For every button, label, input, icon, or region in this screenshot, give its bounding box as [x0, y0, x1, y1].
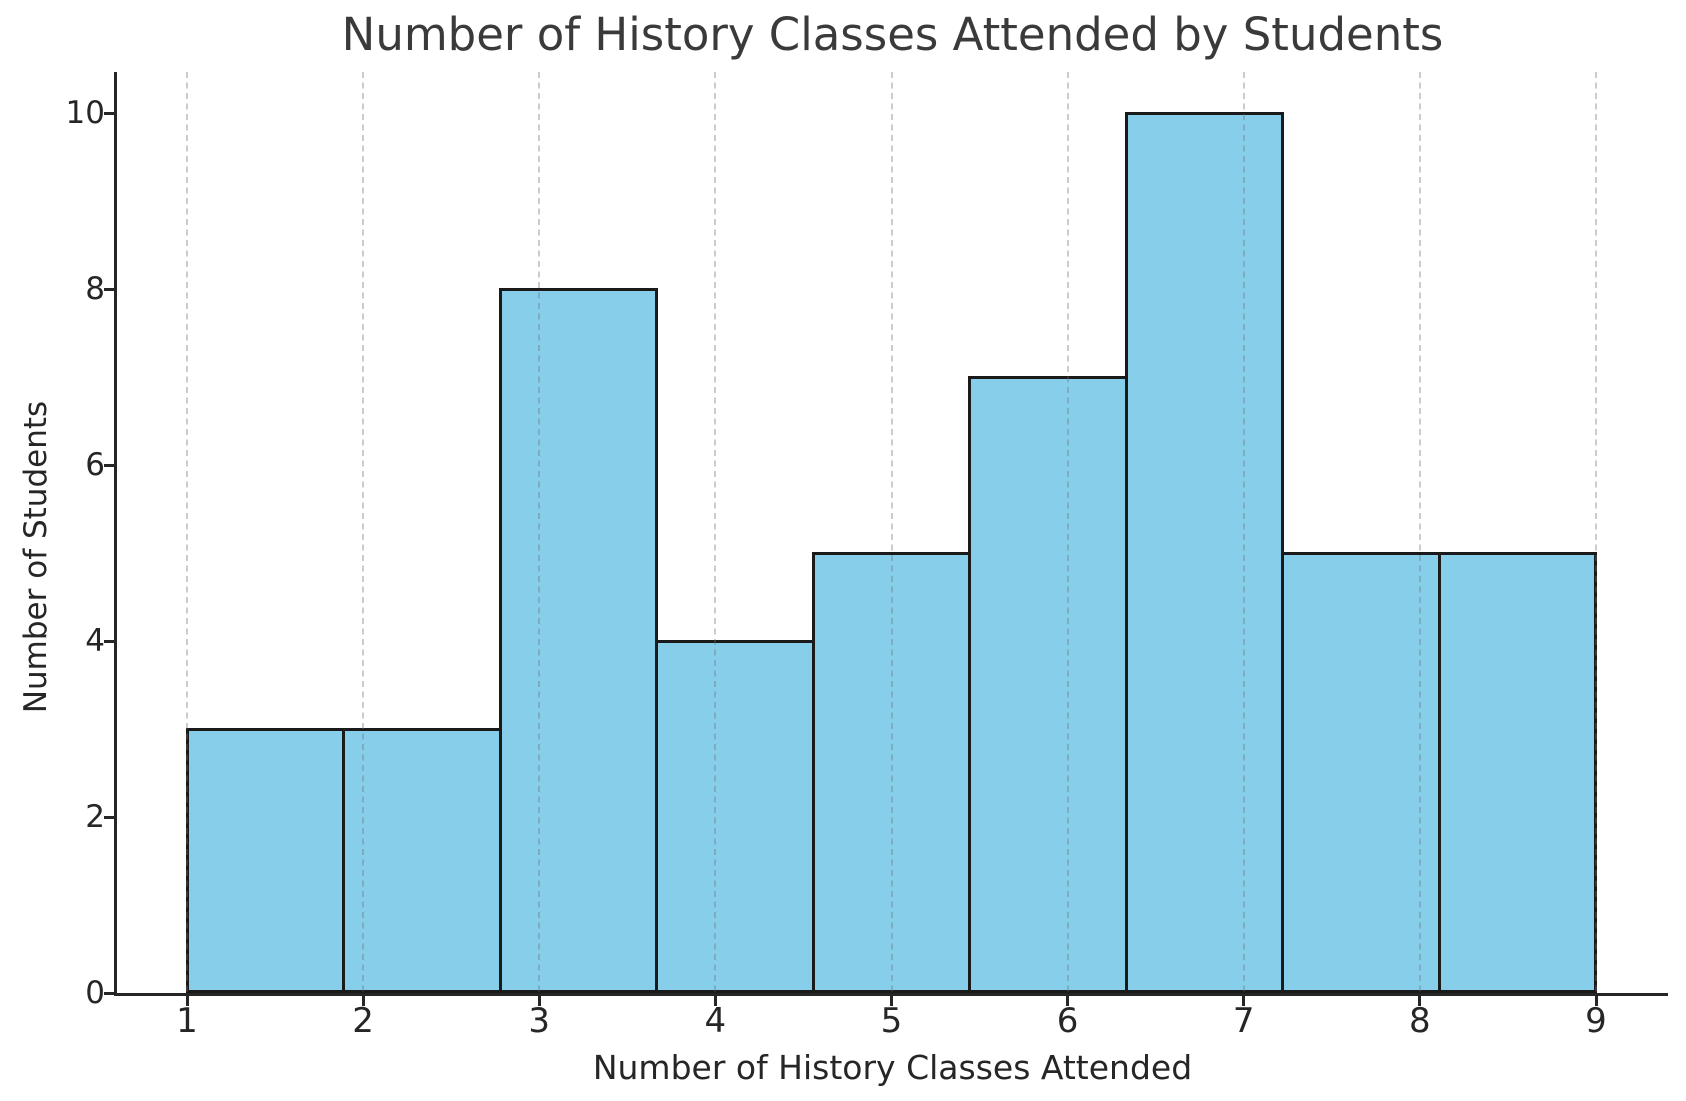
- x-tick-label: 1: [176, 1001, 198, 1041]
- x-tick-label: 9: [1585, 1001, 1607, 1041]
- x-tick-mark: [1066, 996, 1070, 1006]
- y-tick-label: 10: [65, 95, 105, 131]
- x-tick-label: 3: [528, 1001, 551, 1041]
- chart-title: Number of History Classes Attended by St…: [341, 8, 1444, 61]
- histogram-bar: [1281, 551, 1441, 993]
- x-tick-mark: [1242, 996, 1246, 1006]
- x-tick-label: 7: [1232, 1001, 1255, 1041]
- x-axis-spine: [114, 993, 1668, 996]
- x-tick-label: 4: [704, 1001, 727, 1041]
- y-tick-mark: [104, 111, 114, 115]
- x-tick-mark: [185, 996, 189, 1006]
- y-tick-label: 2: [85, 799, 105, 835]
- vertical-gridline: [890, 72, 893, 993]
- vertical-gridline: [1418, 72, 1421, 993]
- x-axis-label: Number of History Classes Attended: [592, 1048, 1193, 1087]
- y-tick-label: 4: [85, 623, 105, 659]
- y-tick-label: 8: [85, 271, 105, 307]
- x-tick-mark: [537, 996, 541, 1006]
- vertical-gridline: [186, 72, 188, 993]
- histogram-bar: [1437, 551, 1598, 993]
- x-tick-mark: [1594, 996, 1598, 1006]
- x-tick-label: 6: [1056, 1001, 1079, 1041]
- vertical-gridline: [1066, 72, 1069, 993]
- y-tick-mark: [104, 991, 114, 995]
- vertical-gridline: [1595, 72, 1597, 993]
- histogram-bar: [498, 287, 659, 993]
- y-tick-mark: [104, 815, 114, 819]
- vertical-gridline: [1242, 72, 1245, 993]
- x-tick-label: 8: [1409, 1001, 1431, 1041]
- x-tick-label: 5: [880, 1001, 903, 1041]
- y-axis-label: Number of Students: [18, 400, 54, 714]
- x-tick-mark: [890, 996, 893, 1006]
- histogram-bar: [655, 639, 815, 993]
- y-tick-mark: [104, 287, 114, 291]
- y-tick-label: 0: [85, 975, 105, 1011]
- histogram-bar: [342, 727, 502, 993]
- histogram-bar: [968, 375, 1128, 993]
- vertical-gridline: [362, 72, 365, 993]
- y-tick-mark: [104, 463, 114, 467]
- x-tick-mark: [1418, 996, 1422, 1006]
- y-tick-label: 6: [85, 447, 105, 483]
- histogram-bar: [185, 727, 346, 993]
- vertical-gridline: [538, 72, 541, 993]
- vertical-gridline: [714, 72, 717, 993]
- x-tick-mark: [713, 996, 717, 1006]
- histogram-bar: [811, 551, 972, 993]
- histogram-bar: [1124, 111, 1285, 993]
- y-axis-spine: [114, 72, 117, 996]
- x-tick-mark: [361, 996, 365, 1006]
- y-tick-mark: [104, 639, 114, 643]
- plot-area: [114, 72, 1668, 996]
- x-tick-label: 2: [352, 1001, 374, 1041]
